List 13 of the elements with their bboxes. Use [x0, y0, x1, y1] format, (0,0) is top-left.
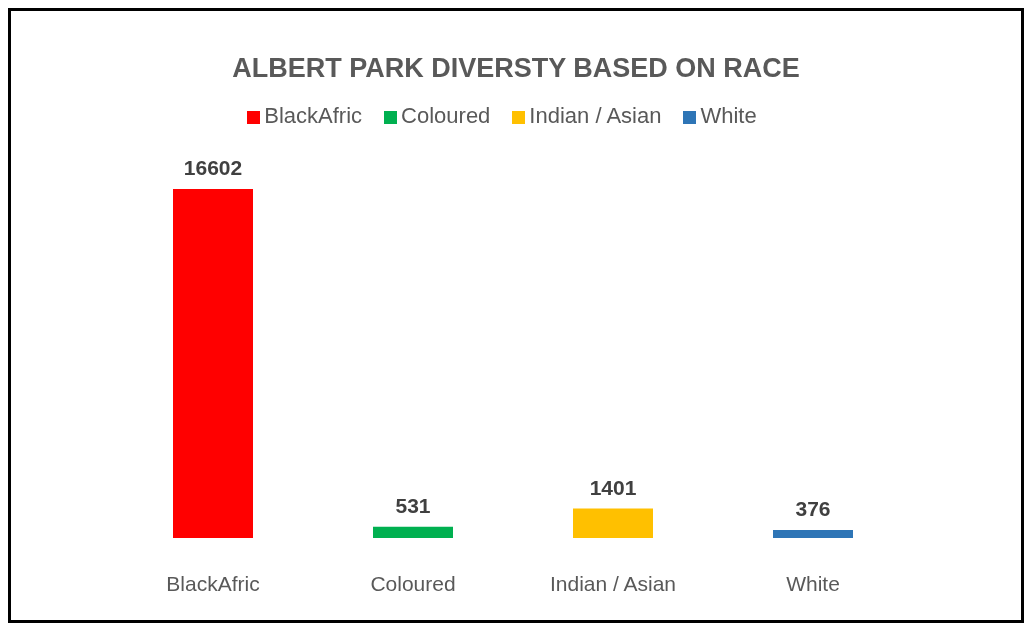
x-tick-label: BlackAfric	[166, 571, 260, 595]
x-tick-label: Indian / Asian	[549, 571, 677, 595]
data-label: 16602	[183, 156, 243, 179]
legend-label: White	[700, 103, 757, 128]
chart-title: ALBERT PARK DIVERSTY BASED ON RACE	[231, 52, 801, 85]
x-tick-label: Coloured	[370, 571, 456, 595]
legend-label: Indian / Asian	[529, 103, 662, 128]
data-label: 531	[395, 493, 431, 517]
x-tick-label: White	[786, 571, 840, 595]
data-label: 1401	[589, 475, 637, 499]
legend-label: Coloured	[401, 103, 491, 128]
legend-label: BlackAfric	[264, 103, 363, 128]
data-label: 376	[795, 497, 831, 521]
